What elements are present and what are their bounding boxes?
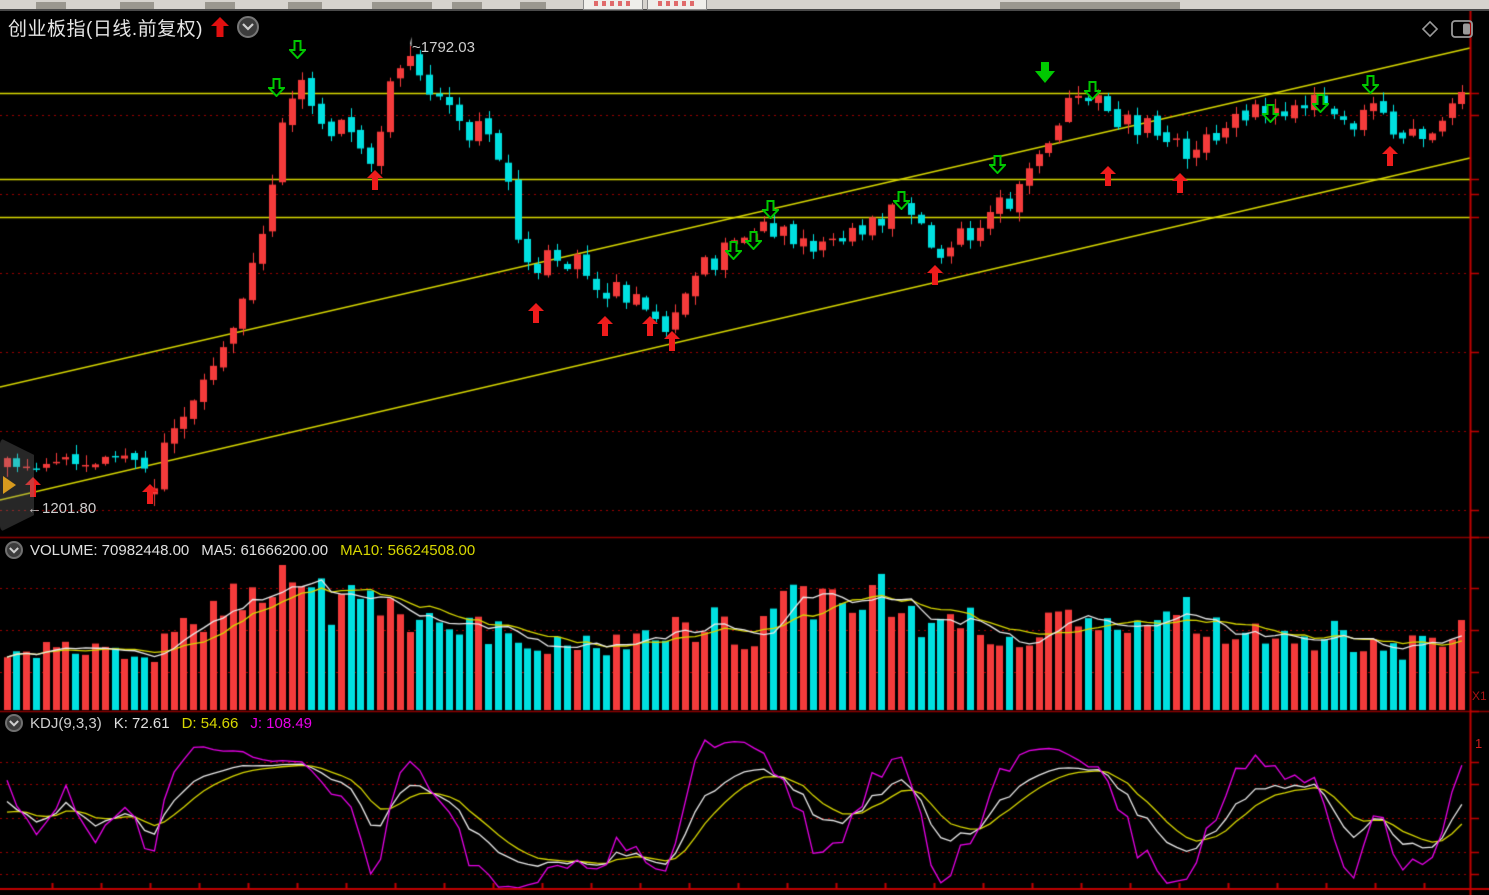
sell-solid-arrow-icon bbox=[1035, 62, 1055, 83]
sell-signal-arrow-icon bbox=[1261, 104, 1279, 123]
buy-signal-arrow-icon bbox=[1100, 166, 1116, 186]
kdj-d-value: D: 54.66 bbox=[181, 714, 239, 732]
diamond-marker-icon[interactable] bbox=[1421, 20, 1439, 38]
axis-multiplier-label: X1 bbox=[1472, 689, 1487, 703]
buy-signal-arrow-icon bbox=[597, 316, 613, 336]
high-price-annotation: ~1792.03 bbox=[412, 39, 475, 56]
sell-signal-arrow-icon bbox=[1311, 94, 1329, 113]
kdj-indicator-label: KDJ(9,3,3) bbox=[30, 714, 102, 732]
top-toolbar bbox=[0, 0, 1489, 11]
buy-signal-arrow-icon bbox=[927, 265, 943, 285]
buy-signal-arrow-icon bbox=[1382, 146, 1398, 166]
toolbar-text-fragment bbox=[205, 2, 235, 9]
chevron-down-icon bbox=[242, 23, 254, 31]
sell-signal-arrow-icon bbox=[744, 231, 762, 250]
toolbar-text-fragment bbox=[372, 2, 432, 9]
sell-signal-arrow-icon bbox=[761, 200, 779, 219]
buy-signal-arrow-icon bbox=[1172, 173, 1188, 193]
title-collapse-button[interactable] bbox=[236, 16, 259, 38]
volume-value: VOLUME: 70982448.00 bbox=[30, 541, 190, 559]
kdj-j-value: J: 108.49 bbox=[250, 714, 313, 732]
chart-title-bar: 创业板指(日线.前复权) bbox=[8, 14, 259, 40]
volume-panel-header: VOLUME: 70982448.00 MA5: 61666200.00 MA1… bbox=[5, 541, 475, 559]
sell-signal-arrow-icon bbox=[1361, 75, 1379, 94]
toolbar-text-fragment bbox=[288, 2, 322, 9]
sell-signal-arrow-icon bbox=[288, 40, 306, 59]
sell-signal-arrow-icon bbox=[988, 155, 1006, 174]
toolbar-text-fragment bbox=[120, 2, 154, 9]
sell-signal-arrow-icon bbox=[892, 191, 910, 210]
trend-up-arrow-icon bbox=[210, 17, 229, 37]
low-price-annotation: ←1201.80 bbox=[27, 500, 97, 517]
buy-signal-arrow-icon bbox=[642, 316, 658, 336]
symbol-title: 创业板指(日线.前复权) bbox=[8, 18, 203, 40]
play-triangle-icon bbox=[3, 476, 16, 494]
chevron-down-icon bbox=[9, 719, 19, 727]
chevron-down-icon bbox=[9, 546, 19, 554]
buy-signal-arrow-icon bbox=[528, 303, 544, 323]
kdj-collapse-button[interactable] bbox=[5, 714, 23, 732]
panel-layout-icon[interactable] bbox=[1451, 20, 1473, 38]
toolbar-text-fragment bbox=[1000, 2, 1180, 9]
scroll-left-overlay-button[interactable] bbox=[0, 438, 34, 532]
volume-ma5-value: MA5: 61666200.00 bbox=[201, 541, 329, 559]
toolbar-text-fragment bbox=[452, 2, 482, 9]
volume-collapse-button[interactable] bbox=[5, 541, 23, 559]
sell-signal-arrow-icon bbox=[724, 241, 742, 260]
toolbar-text-fragment bbox=[520, 2, 546, 9]
toolbar-sell-button[interactable] bbox=[647, 0, 707, 10]
volume-ma10-value: MA10: 56624508.00 bbox=[340, 541, 476, 559]
axis-scale-label: 1 bbox=[1475, 736, 1483, 751]
toolbar-text-fragment bbox=[36, 2, 66, 9]
kdj-panel-header: KDJ(9,3,3) K: 72.61 D: 54.66 J: 108.49 bbox=[5, 714, 312, 732]
buy-signal-arrow-icon bbox=[142, 484, 158, 504]
buy-signal-arrow-icon bbox=[664, 331, 680, 351]
buy-signal-arrow-icon bbox=[367, 170, 383, 190]
sell-signal-arrow-icon bbox=[267, 78, 285, 97]
sell-signal-arrow-icon bbox=[1083, 81, 1101, 100]
kdj-k-value: K: 72.61 bbox=[113, 714, 170, 732]
toolbar-buy-button[interactable] bbox=[583, 0, 643, 10]
buy-signal-arrow-icon bbox=[25, 477, 41, 497]
